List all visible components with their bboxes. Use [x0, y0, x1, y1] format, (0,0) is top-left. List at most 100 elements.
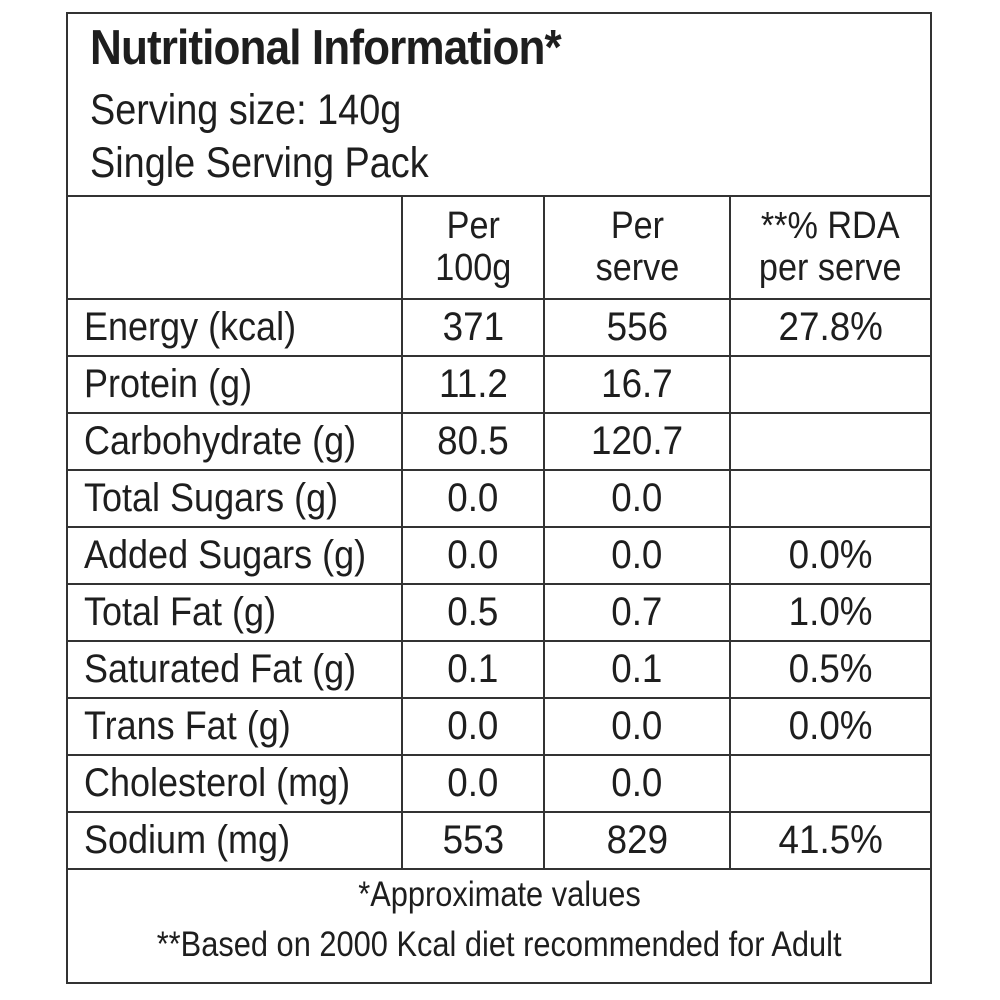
nutrient-name: Cholesterol (mg) [84, 761, 351, 805]
table-row: Saturated Fat (g) 0.1 0.1 0.5% [68, 641, 930, 699]
value-rda-cell: 0.5% [730, 641, 930, 699]
nutrient-name: Trans Fat (g) [84, 704, 291, 748]
pack-type: Single Serving Pack [90, 139, 429, 187]
label-title: Nutritional Information* [90, 21, 562, 75]
value-per-100g: 371 [442, 305, 504, 349]
table-header-row: Per 100g Per serve **% RDA per serve [68, 195, 930, 300]
table-row: Carbohydrate (g) 80.5 120.7 [68, 413, 930, 471]
value-per-serve: 0.0 [611, 761, 663, 805]
header-per-serve-line1: Per [610, 204, 664, 247]
nutrient-name-cell: Cholesterol (mg) [68, 755, 403, 813]
nutrient-name-cell: Saturated Fat (g) [68, 641, 403, 699]
header-rda-line2: per serve [759, 246, 902, 289]
value-rda: 0.5% [788, 647, 873, 691]
value-per-serve-cell: 0.0 [544, 698, 731, 756]
nutrient-name-cell: Trans Fat (g) [68, 698, 403, 756]
nutrient-name: Protein (g) [84, 362, 253, 406]
value-per-serve: 0.0 [611, 476, 663, 520]
nutrient-name-cell: Energy (kcal) [68, 299, 403, 357]
value-per-100g: 0.0 [447, 761, 499, 805]
nutrient-name: Sodium (mg) [84, 818, 291, 862]
value-per-100g: 553 [442, 818, 504, 862]
value-rda: 0.0% [788, 533, 873, 577]
value-per-serve-cell: 120.7 [544, 413, 731, 471]
value-rda-cell [730, 356, 930, 414]
value-per-100g-cell: 80.5 [402, 413, 545, 471]
value-per-serve-cell: 0.7 [544, 584, 731, 642]
table-row: Added Sugars (g) 0.0 0.0 0.0% [68, 527, 930, 585]
header-nutrient-blank [68, 195, 403, 300]
nutrient-name-cell: Sodium (mg) [68, 812, 403, 870]
table-row: Cholesterol (mg) 0.0 0.0 [68, 755, 930, 813]
nutrient-name-cell: Protein (g) [68, 356, 403, 414]
value-per-100g-cell: 0.0 [402, 470, 545, 528]
label-header: Nutritional Information* Serving size: 1… [68, 14, 930, 197]
header-per-serve: Per serve [544, 195, 731, 300]
header-rda: **% RDA per serve [730, 195, 930, 300]
table-row: Trans Fat (g) 0.0 0.0 0.0% [68, 698, 930, 756]
footnote-rda-basis: **Based on 2000 Kcal diet recommended fo… [156, 925, 842, 964]
value-per-serve: 0.7 [611, 590, 663, 634]
value-per-100g: 0.1 [447, 647, 499, 691]
nutrition-label-panel: Nutritional Information* Serving size: 1… [66, 12, 932, 984]
value-rda-cell: 0.0% [730, 698, 930, 756]
value-per-serve: 829 [606, 818, 668, 862]
value-per-100g: 0.0 [447, 476, 499, 520]
value-per-100g-cell: 0.0 [402, 755, 545, 813]
value-per-100g-cell: 11.2 [402, 356, 545, 414]
header-per-100g-line1: Per [446, 204, 500, 247]
value-per-serve-cell: 0.0 [544, 527, 731, 585]
header-rda-line1: **% RDA [761, 204, 900, 247]
value-per-serve-cell: 0.0 [544, 470, 731, 528]
nutrient-name-cell: Total Sugars (g) [68, 470, 403, 528]
value-per-100g: 11.2 [438, 362, 508, 406]
value-rda-cell: 41.5% [730, 812, 930, 870]
nutrient-name: Added Sugars (g) [84, 533, 367, 577]
serving-size: Serving size: 140g [90, 86, 402, 134]
table-row: Total Sugars (g) 0.0 0.0 [68, 470, 930, 528]
value-per-100g-cell: 371 [402, 299, 545, 357]
value-rda-cell: 0.0% [730, 527, 930, 585]
value-per-serve: 0.0 [611, 533, 663, 577]
value-per-100g-cell: 553 [402, 812, 545, 870]
nutrient-name: Total Sugars (g) [84, 476, 339, 520]
nutrient-name-cell: Added Sugars (g) [68, 527, 403, 585]
value-per-serve-cell: 16.7 [544, 356, 731, 414]
value-per-serve-cell: 0.1 [544, 641, 731, 699]
value-rda-cell [730, 470, 930, 528]
value-rda-cell [730, 755, 930, 813]
value-rda-cell: 27.8% [730, 299, 930, 357]
label-footer: *Approximate values **Based on 2000 Kcal… [68, 861, 930, 982]
table-row: Energy (kcal) 371 556 27.8% [68, 299, 930, 357]
value-per-100g-cell: 0.1 [402, 641, 545, 699]
nutrient-name: Energy (kcal) [84, 305, 297, 349]
value-rda-cell [730, 413, 930, 471]
value-per-serve: 16.7 [601, 362, 673, 406]
value-per-serve-cell: 0.0 [544, 755, 731, 813]
value-rda: 27.8% [778, 305, 883, 349]
value-per-100g: 0.5 [447, 590, 499, 634]
nutrient-name: Saturated Fat (g) [84, 647, 357, 691]
header-per-serve-line2: serve [595, 246, 679, 289]
table-row: Total Fat (g) 0.5 0.7 1.0% [68, 584, 930, 642]
value-rda: 1.0% [788, 590, 873, 634]
value-per-serve: 0.1 [611, 647, 663, 691]
value-per-serve: 0.0 [611, 704, 663, 748]
value-per-100g-cell: 0.0 [402, 527, 545, 585]
value-per-100g: 80.5 [437, 419, 509, 463]
nutrient-name-cell: Total Fat (g) [68, 584, 403, 642]
value-per-100g: 0.0 [447, 533, 499, 577]
value-per-serve: 120.7 [590, 419, 684, 463]
nutrition-table: Per 100g Per serve **% RDA per serve [68, 195, 930, 870]
header-per-100g-line2: 100g [434, 246, 512, 289]
nutrient-name-cell: Carbohydrate (g) [68, 413, 403, 471]
value-per-100g-cell: 0.5 [402, 584, 545, 642]
footnote-approximate: *Approximate values [357, 875, 641, 914]
nutrient-name: Carbohydrate (g) [84, 419, 357, 463]
value-rda-cell: 1.0% [730, 584, 930, 642]
value-rda: 0.0% [788, 704, 873, 748]
value-per-serve-cell: 556 [544, 299, 731, 357]
value-per-serve-cell: 829 [544, 812, 731, 870]
value-per-100g: 0.0 [447, 704, 499, 748]
header-per-100g: Per 100g [402, 195, 545, 300]
